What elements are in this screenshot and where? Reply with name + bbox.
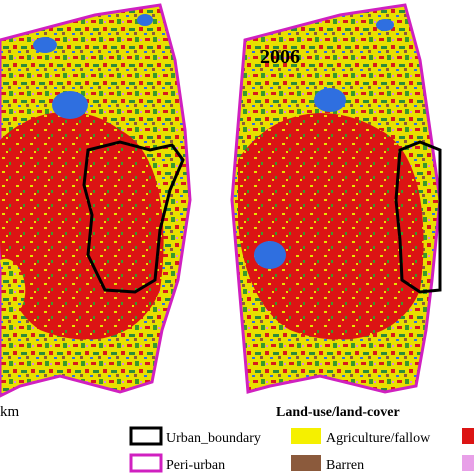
legend-label: Peri-urban: [166, 458, 225, 473]
map-right: [230, 3, 442, 394]
legend-label: Barren: [326, 458, 364, 473]
legend-title: Land-use/land-cover: [276, 405, 400, 420]
scale-unit: km: [0, 404, 20, 420]
legend-swatch: [129, 426, 163, 446]
legend-swatch: [291, 428, 321, 444]
legend-label: Agriculture/fallow: [326, 431, 431, 446]
legend-swatch: [129, 453, 163, 473]
legend-swatch: [462, 428, 474, 444]
legend: Land-use/land-cover Urban_boundary Agric…: [129, 405, 474, 473]
legend-swatch: [462, 455, 474, 471]
legend-label: Urban_boundary: [166, 431, 261, 446]
year-label: 2006: [260, 46, 300, 68]
legend-swatch: [291, 455, 321, 471]
map-left: [0, 3, 192, 398]
